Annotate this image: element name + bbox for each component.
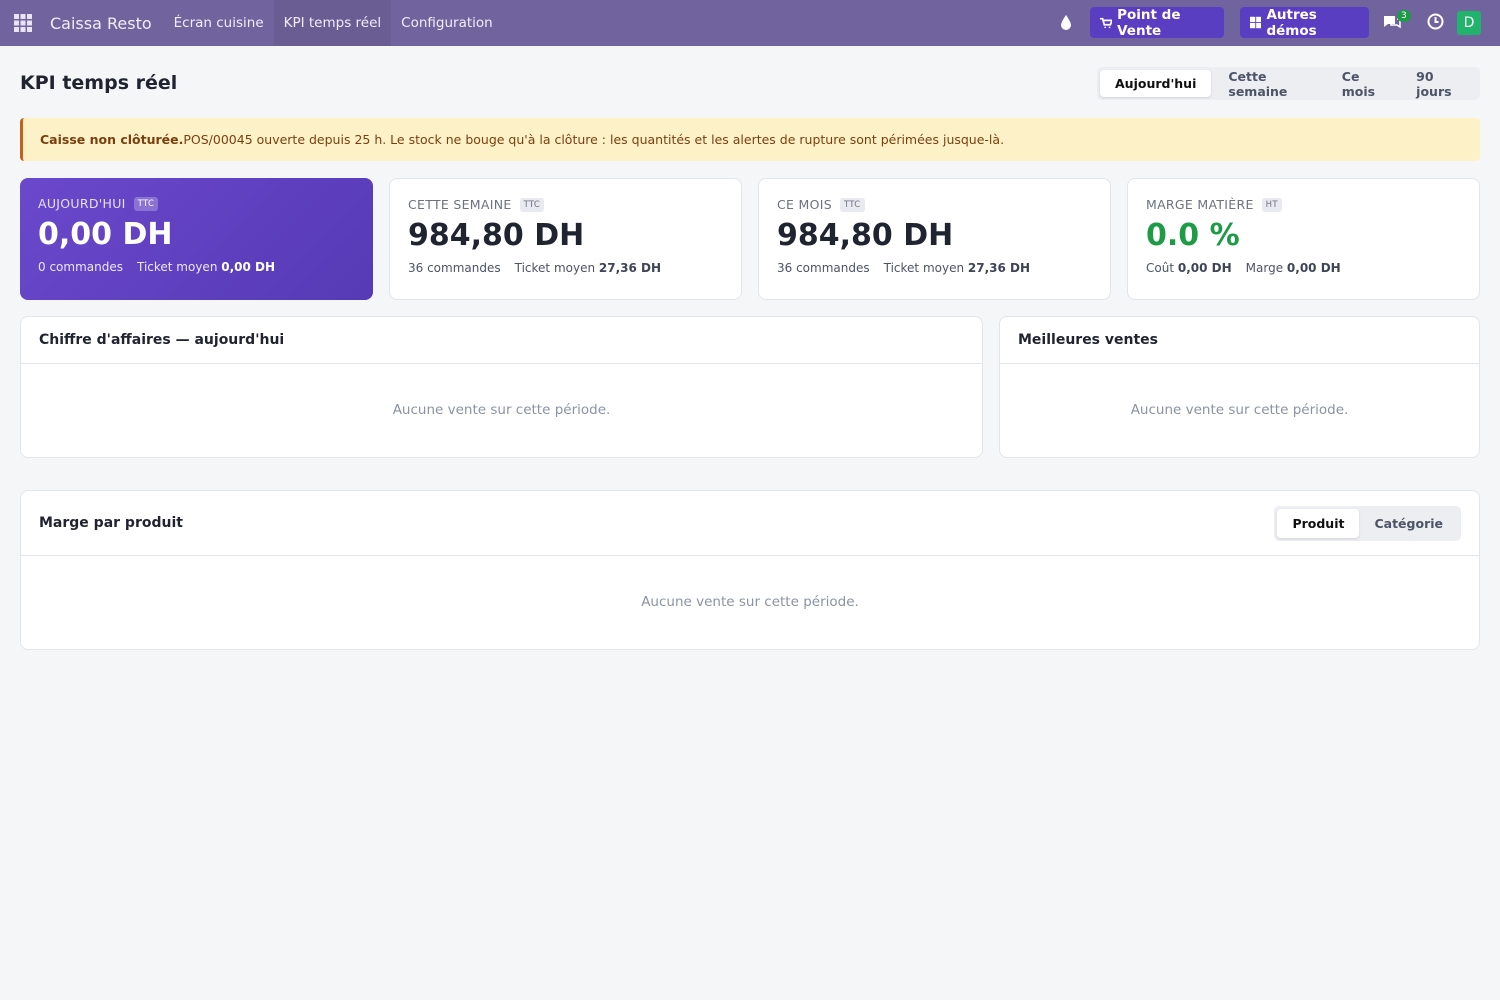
kpi-details: 0 commandes Ticket moyen 0,00 DH [38, 260, 355, 274]
detail-value: 0,00 DH [221, 260, 276, 274]
kpi-badge: HT [1261, 197, 1282, 212]
empty-message: Aucune vente sur cette période. [1130, 402, 1349, 418]
alert: Caisse non clôturée. POS/00045 ouverte de… [20, 118, 1480, 161]
app-name[interactable]: Caissa Resto [50, 13, 152, 33]
kpi-details: 36 commandes Ticket moyen 27,36 DH [777, 261, 1092, 275]
period-selector: Aujourd'hui Cette semaine Ce mois 90 jou… [1097, 67, 1480, 100]
messages-count: 3 [1397, 10, 1411, 22]
page-title: KPI temps réel [20, 72, 178, 94]
kpi-card: CE MOIS TTC 984,80 DH 36 commandes Ticket mo… [758, 178, 1111, 300]
demos-button[interactable]: Autres démos [1240, 6, 1369, 39]
cart-icon [1100, 17, 1113, 28]
kpi-value: 0.0 % [1146, 218, 1240, 253]
kpi-detail: Coût 0,00 DH [1146, 261, 1232, 275]
period-tab[interactable]: Cette semaine [1228, 68, 1288, 99]
kpi-detail: Ticket moyen 0,00 DH [137, 260, 275, 274]
theme-icon[interactable] [1060, 14, 1072, 30]
detail-label: Ticket moyen [514, 261, 596, 275]
kpi-detail: 36 commandes [408, 261, 501, 275]
menu-item[interactable]: Configuration [401, 15, 493, 31]
menu-item[interactable]: KPI temps réel [273, 0, 392, 46]
navbar: Caissa Resto Écran cuisine KPI temps rée… [0, 0, 1500, 46]
detail-value: 0,00 DH [1286, 261, 1341, 275]
kpi-label-row: AUJOURD'HUI TTC [38, 196, 355, 211]
kpi-detail: Ticket moyen 27,36 DH [884, 261, 1030, 275]
kpi-value: 0,00 DH [38, 217, 173, 252]
period-tab[interactable]: Aujourd'hui [1100, 70, 1212, 97]
detail-label: Coût [1146, 261, 1175, 275]
avatar[interactable]: D [1457, 11, 1481, 35]
kpi-detail: 36 commandes [777, 261, 870, 275]
detail-label: 36 commandes [408, 261, 501, 275]
revenue-panel: Chiffre d'affaires — aujourd'hui Aucune … [20, 316, 983, 458]
kpi-value: 984,80 DH [408, 218, 585, 253]
best-sellers-panel: Meilleures ventes Aucune vente sur cette… [999, 316, 1480, 458]
kpi-label-row: CETTE SEMAINE TTC [408, 197, 723, 212]
toggle-tab[interactable]: Catégorie [1374, 516, 1443, 531]
detail-label: 0 commandes [38, 260, 123, 274]
empty-message: Aucune vente sur cette période. [641, 594, 859, 610]
kpi-label-row: MARGE MATIÈRE HT [1146, 197, 1461, 212]
kpi-card: MARGE MATIÈRE HT 0.0 % Coût 0,00 DH Marge 0,… [1127, 178, 1480, 300]
kpi-card: CETTE SEMAINE TTC 984,80 DH 36 commandes Tic… [389, 178, 742, 300]
period-tab[interactable]: 90 jours [1416, 68, 1452, 99]
detail-value: 0,00 DH [1177, 261, 1232, 275]
margin-toggle: Produit Catégorie [1274, 506, 1461, 541]
kpi-label: CETTE SEMAINE [408, 197, 512, 212]
detail-label: 36 commandes [777, 261, 870, 275]
demos-label: Autres démos [1266, 6, 1317, 39]
detail-label: Ticket moyen [883, 261, 965, 275]
kpi-label: CE MOIS [777, 197, 832, 212]
kpi-detail: Marge 0,00 DH [1246, 261, 1341, 275]
apps-icon[interactable] [14, 14, 32, 32]
kpi-badge: TTC [133, 196, 159, 211]
detail-label: Marge [1245, 261, 1284, 275]
pos-label: Point de Vente [1117, 6, 1181, 39]
kpi-value: 984,80 DH [777, 218, 954, 253]
pos-button[interactable]: Point de Vente [1090, 6, 1224, 39]
detail-value: 27,36 DH [598, 261, 662, 275]
period-tab[interactable]: Ce mois [1341, 68, 1376, 99]
empty-message: Aucune vente sur cette période. [392, 402, 611, 418]
kpi-details: 36 commandes Ticket moyen 27,36 DH [408, 261, 723, 275]
detail-label: Ticket moyen [136, 260, 218, 274]
alert-text: POS/00045 ouverte depuis 25 h. Le stock … [183, 132, 1005, 147]
kpi-badge: TTC [839, 197, 865, 212]
panel-title: Marge par produit [21, 491, 1479, 556]
kpi-details: Coût 0,00 DH Marge 0,00 DH [1146, 261, 1461, 275]
panel-title: Meilleures ventes [1000, 317, 1479, 364]
kpi-label: MARGE MATIÈRE [1146, 197, 1254, 212]
detail-value: 27,36 DH [967, 261, 1031, 275]
kpi-detail: 0 commandes [38, 260, 123, 274]
kpi-badge: TTC [519, 197, 545, 212]
panel-title: Chiffre d'affaires — aujourd'hui [21, 317, 982, 364]
kpi-label-row: CE MOIS TTC [777, 197, 1092, 212]
kpi-card: AUJOURD'HUI TTC 0,00 DH 0 commandes Ticket m… [20, 178, 373, 300]
grid-icon [1250, 16, 1262, 29]
menu-item[interactable]: Écran cuisine [173, 15, 264, 31]
kpi-detail: Ticket moyen 27,36 DH [515, 261, 661, 275]
kpi-label: AUJOURD'HUI [38, 196, 126, 211]
alert-title: Caisse non clôturée. [40, 132, 184, 147]
toggle-tab[interactable]: Produit [1277, 509, 1360, 538]
activity-icon[interactable] [1427, 13, 1444, 30]
margin-panel: Marge par produit Produit Catégorie Aucu… [20, 490, 1480, 650]
